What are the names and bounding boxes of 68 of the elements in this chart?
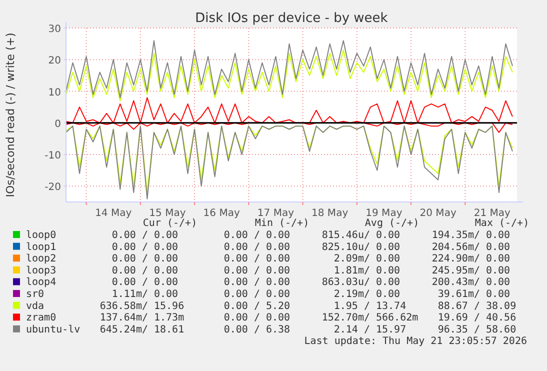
text: 0.00 / 0.00 [224, 242, 290, 253]
text: 137.64m/ 1.73m [100, 312, 184, 324]
x-tick-label: 15 May [149, 208, 186, 219]
text: 0.00 / 6.38 [224, 324, 290, 336]
text: Cur (-/+) [142, 218, 198, 230]
text: 0.00 / 0.00 [224, 277, 290, 288]
legend-label: vda [26, 300, 44, 312]
x-tick-label: 14 May [95, 208, 132, 219]
text: 0.00 / 0.00 [112, 277, 178, 288]
x-tick-label: 18 May [312, 208, 348, 219]
text: 88.67 / 38.09 [438, 300, 516, 312]
text: 0.00 / 0.00 [224, 289, 290, 300]
y-tick-label: -20 [44, 182, 61, 194]
x-tick-label: 16 May [203, 208, 240, 219]
text: Min (-/+) [254, 218, 310, 230]
text: 0.00 / 0.00 [112, 265, 178, 276]
text: 1.11m/ 0.00 [112, 289, 178, 300]
text: Avg (-/+) [364, 218, 420, 230]
text: 194.35m/ 0.00 [432, 230, 510, 241]
legend-label: sr0 [26, 289, 44, 300]
legend-label: loop2 [26, 254, 56, 265]
x-tick-label: 17 May [257, 208, 294, 219]
text: 825.10u/ 0.00 [322, 242, 400, 253]
text: 0.00 / 0.00 [224, 254, 290, 265]
text: 96.35 / 58.60 [438, 324, 516, 336]
text: 1.81m/ 0.00 [334, 265, 400, 276]
chart-title: Disk IOs per device - by week [195, 11, 388, 26]
text: 0.00 / 0.00 [112, 242, 178, 253]
text: 200.43m/ 0.00 [432, 277, 510, 288]
y-tick-label: 30 [48, 24, 61, 35]
text: 204.56m/ 0.00 [432, 242, 510, 253]
text: 0.00 / 0.00 [112, 230, 178, 241]
y-tick-label: 10 [48, 87, 61, 98]
line-series [66, 50, 513, 102]
text: 2.19m/ 0.00 [334, 289, 400, 300]
text: Last update: Thu May 21 23:05:57 2026 [304, 336, 527, 348]
legend-label: loop3 [26, 265, 56, 276]
legend-label: loop0 [26, 230, 56, 241]
text: 39.61m/ 0.00 [438, 289, 510, 300]
y-tick-label: -10 [44, 150, 61, 162]
text: 2.09m/ 0.00 [334, 254, 400, 265]
text: 645.24m/ 18.61 [100, 324, 184, 336]
line-series [66, 40, 513, 98]
text: 0.00 / 0.00 [224, 312, 290, 324]
text: 0.00 / 0.00 [224, 230, 290, 241]
text: 0.00 / 0.00 [224, 265, 290, 276]
legend-label: loop4 [26, 277, 56, 288]
x-tick-label: 21 May [474, 208, 511, 219]
text: 224.90m/ 0.00 [432, 254, 510, 265]
text: Max (-/+) [474, 218, 530, 230]
text: 2.14 / 15.97 [334, 324, 406, 336]
text: 1.95 / 13.74 [334, 300, 406, 312]
text: 815.46u/ 0.00 [322, 230, 400, 241]
x-tick-label: 20 May [420, 208, 456, 219]
text: 0.00 / 5.20 [224, 300, 290, 312]
legend-label: ubuntu-lv [26, 324, 80, 336]
text: 152.70m/ 566.62m [322, 312, 418, 324]
text: 0.00 / 0.00 [112, 254, 178, 265]
y-tick-label: 0 [54, 118, 61, 130]
legend-label: zram0 [26, 312, 56, 324]
text: 863.03u/ 0.00 [322, 277, 400, 288]
y-tick-label: 20 [48, 56, 61, 67]
text: 245.95m/ 0.00 [432, 265, 510, 276]
y-axis-title: IOs/second read (-) / write (+) [4, 32, 17, 198]
x-tick-label: 19 May [366, 208, 402, 219]
text: 19.69 / 40.56 [438, 312, 516, 324]
legend-label: loop1 [26, 242, 56, 253]
text: 636.58m/ 15.96 [100, 300, 184, 312]
